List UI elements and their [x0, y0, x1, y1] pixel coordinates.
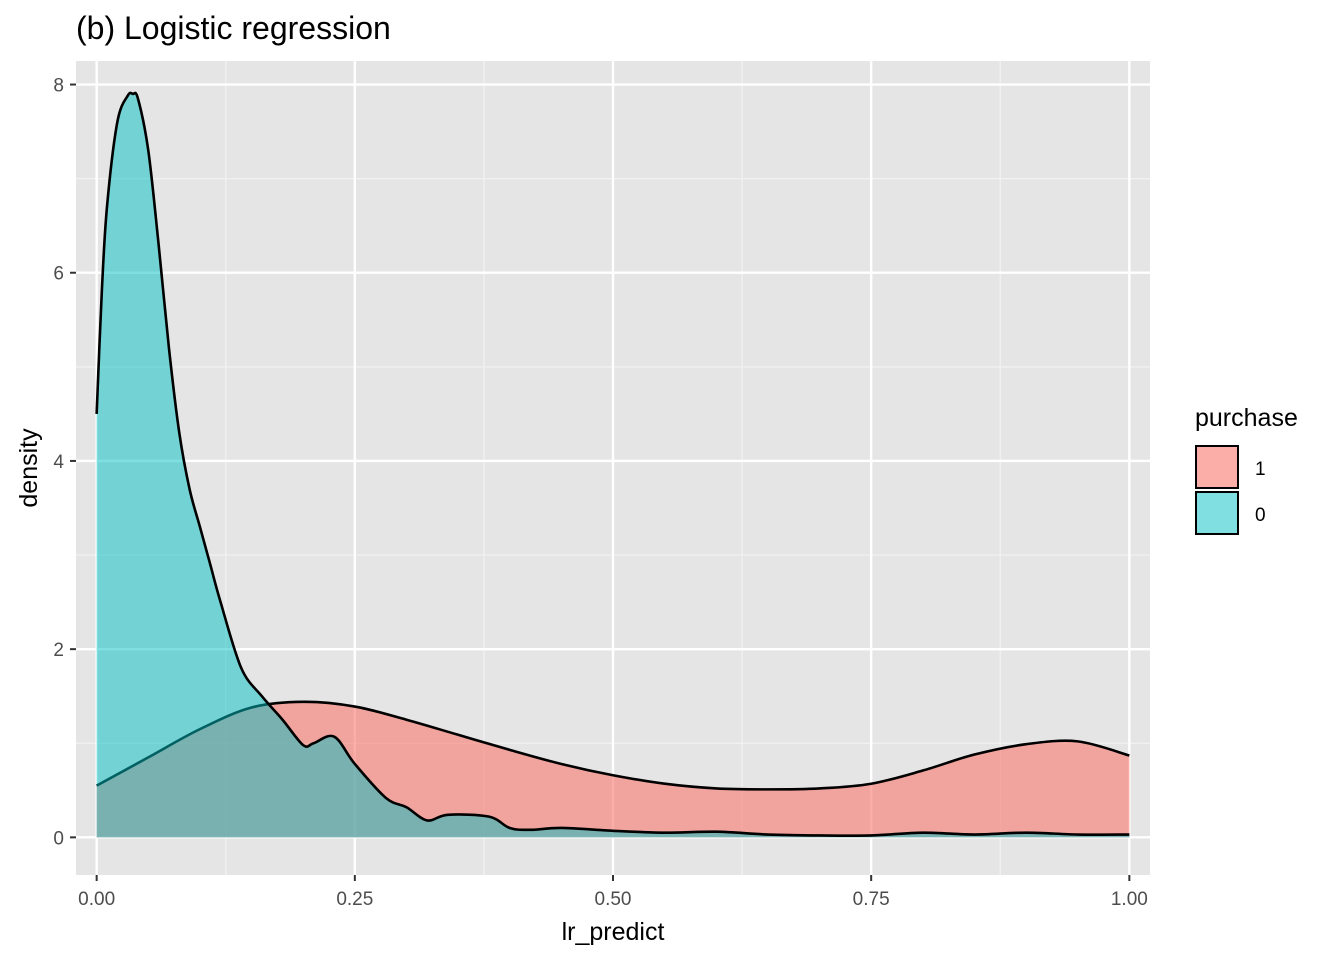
legend-label-1: 1: [1255, 459, 1266, 480]
density-line-0: [95, 91, 1130, 838]
legend-label-0: 0: [1255, 505, 1266, 526]
y-tick-label: 6: [53, 264, 64, 285]
x-axis-title: lr_predict: [562, 918, 665, 946]
y-tick-label: 0: [53, 828, 64, 849]
x-tick-label: 0.00: [78, 889, 115, 910]
y-tick-label: 4: [53, 452, 64, 473]
x-tick-label: 1.00: [1111, 889, 1148, 910]
y-axis: 0 2 4 6 8: [53, 76, 76, 849]
density-series: [95, 91, 1130, 838]
y-axis-title: density: [15, 428, 43, 508]
x-tick-label: 0.75: [853, 889, 890, 910]
legend-key-0: [1195, 491, 1239, 535]
legend-key-1: [1195, 445, 1239, 489]
density-area-0: [96, 92, 1130, 838]
y-tick-label: 8: [53, 76, 64, 97]
x-tick-label: 0.25: [336, 889, 373, 910]
y-tick-label: 2: [53, 640, 64, 661]
chart-title: (b) Logistic regression: [76, 10, 391, 46]
legend: purchase 1 0: [1195, 404, 1298, 535]
legend-title: purchase: [1195, 404, 1298, 432]
x-axis: 0.00 0.25 0.50 0.75 1.00: [78, 875, 1148, 910]
x-tick-label: 0.50: [595, 889, 632, 910]
